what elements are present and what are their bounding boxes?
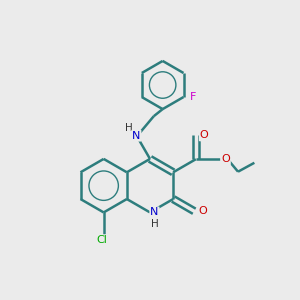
Text: Cl: Cl — [97, 236, 108, 245]
Text: O: O — [198, 206, 207, 216]
Text: O: O — [221, 154, 230, 164]
Text: H: H — [125, 123, 133, 133]
Text: N: N — [132, 131, 140, 141]
Text: N: N — [150, 207, 159, 218]
Text: O: O — [200, 130, 208, 140]
Text: F: F — [190, 92, 196, 102]
Text: H: H — [151, 219, 158, 229]
